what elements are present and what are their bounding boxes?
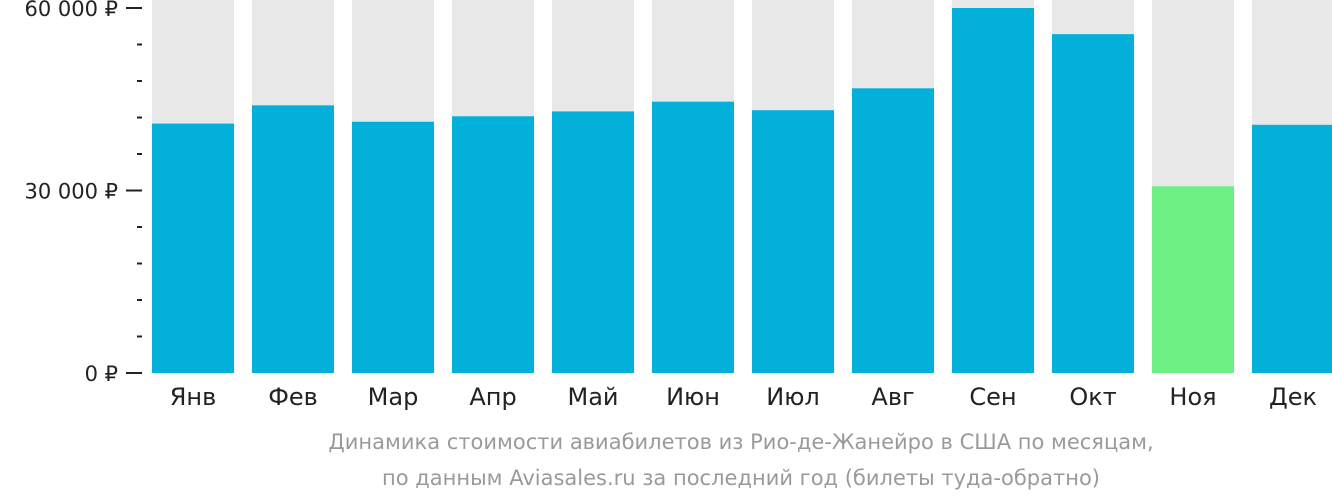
x-tick-label: Янв: [170, 383, 217, 411]
x-tick-label: Июн: [666, 383, 720, 411]
bar-1: [152, 123, 234, 373]
bars: [152, 8, 1332, 374]
caption-line-1: Динамика стоимости авиабилетов из Рио-де…: [328, 430, 1154, 454]
x-axis: Янв Фев Мар Апр Май Июн Июл Авг Сен Окт Ноя Дек: [170, 383, 1317, 411]
x-tick-label: Окт: [1069, 383, 1116, 411]
y-tick-label: 0 ₽: [85, 362, 118, 386]
bar-3: [352, 121, 434, 373]
bar-2: [252, 105, 334, 373]
y-tick-label: 60 000 ₽: [24, 0, 118, 21]
y-tick-label: 30 000 ₽: [24, 180, 118, 204]
price-bar-chart: 0 ₽ 30 000 ₽ 60 000 ₽ Янв Фев Мар Апр Май Июн Ию…: [24, 0, 1332, 411]
bar-8: [852, 88, 934, 374]
x-tick-label: Фев: [268, 383, 318, 411]
bar-5: [552, 111, 634, 374]
x-tick-label: Мар: [368, 383, 419, 411]
x-tick-label: Дек: [1269, 383, 1317, 411]
x-tick-label: Май: [567, 383, 618, 411]
x-tick-label: Июл: [766, 383, 820, 411]
x-tick-label: Сен: [969, 383, 1016, 411]
bar-4: [452, 116, 534, 374]
bar-11: [1152, 186, 1234, 373]
bar-12: [1252, 124, 1332, 373]
bar-9: [952, 8, 1034, 373]
x-tick-label: Ноя: [1169, 383, 1216, 411]
x-tick-label: Авг: [871, 383, 914, 411]
bar-10: [1052, 34, 1134, 374]
bar-6: [652, 101, 734, 373]
bar-7: [752, 110, 834, 373]
caption-line-2: по данным Aviasales.ru за последний год …: [382, 466, 1100, 490]
y-axis: 0 ₽ 30 000 ₽ 60 000 ₽: [24, 0, 142, 386]
x-tick-label: Апр: [469, 383, 516, 411]
